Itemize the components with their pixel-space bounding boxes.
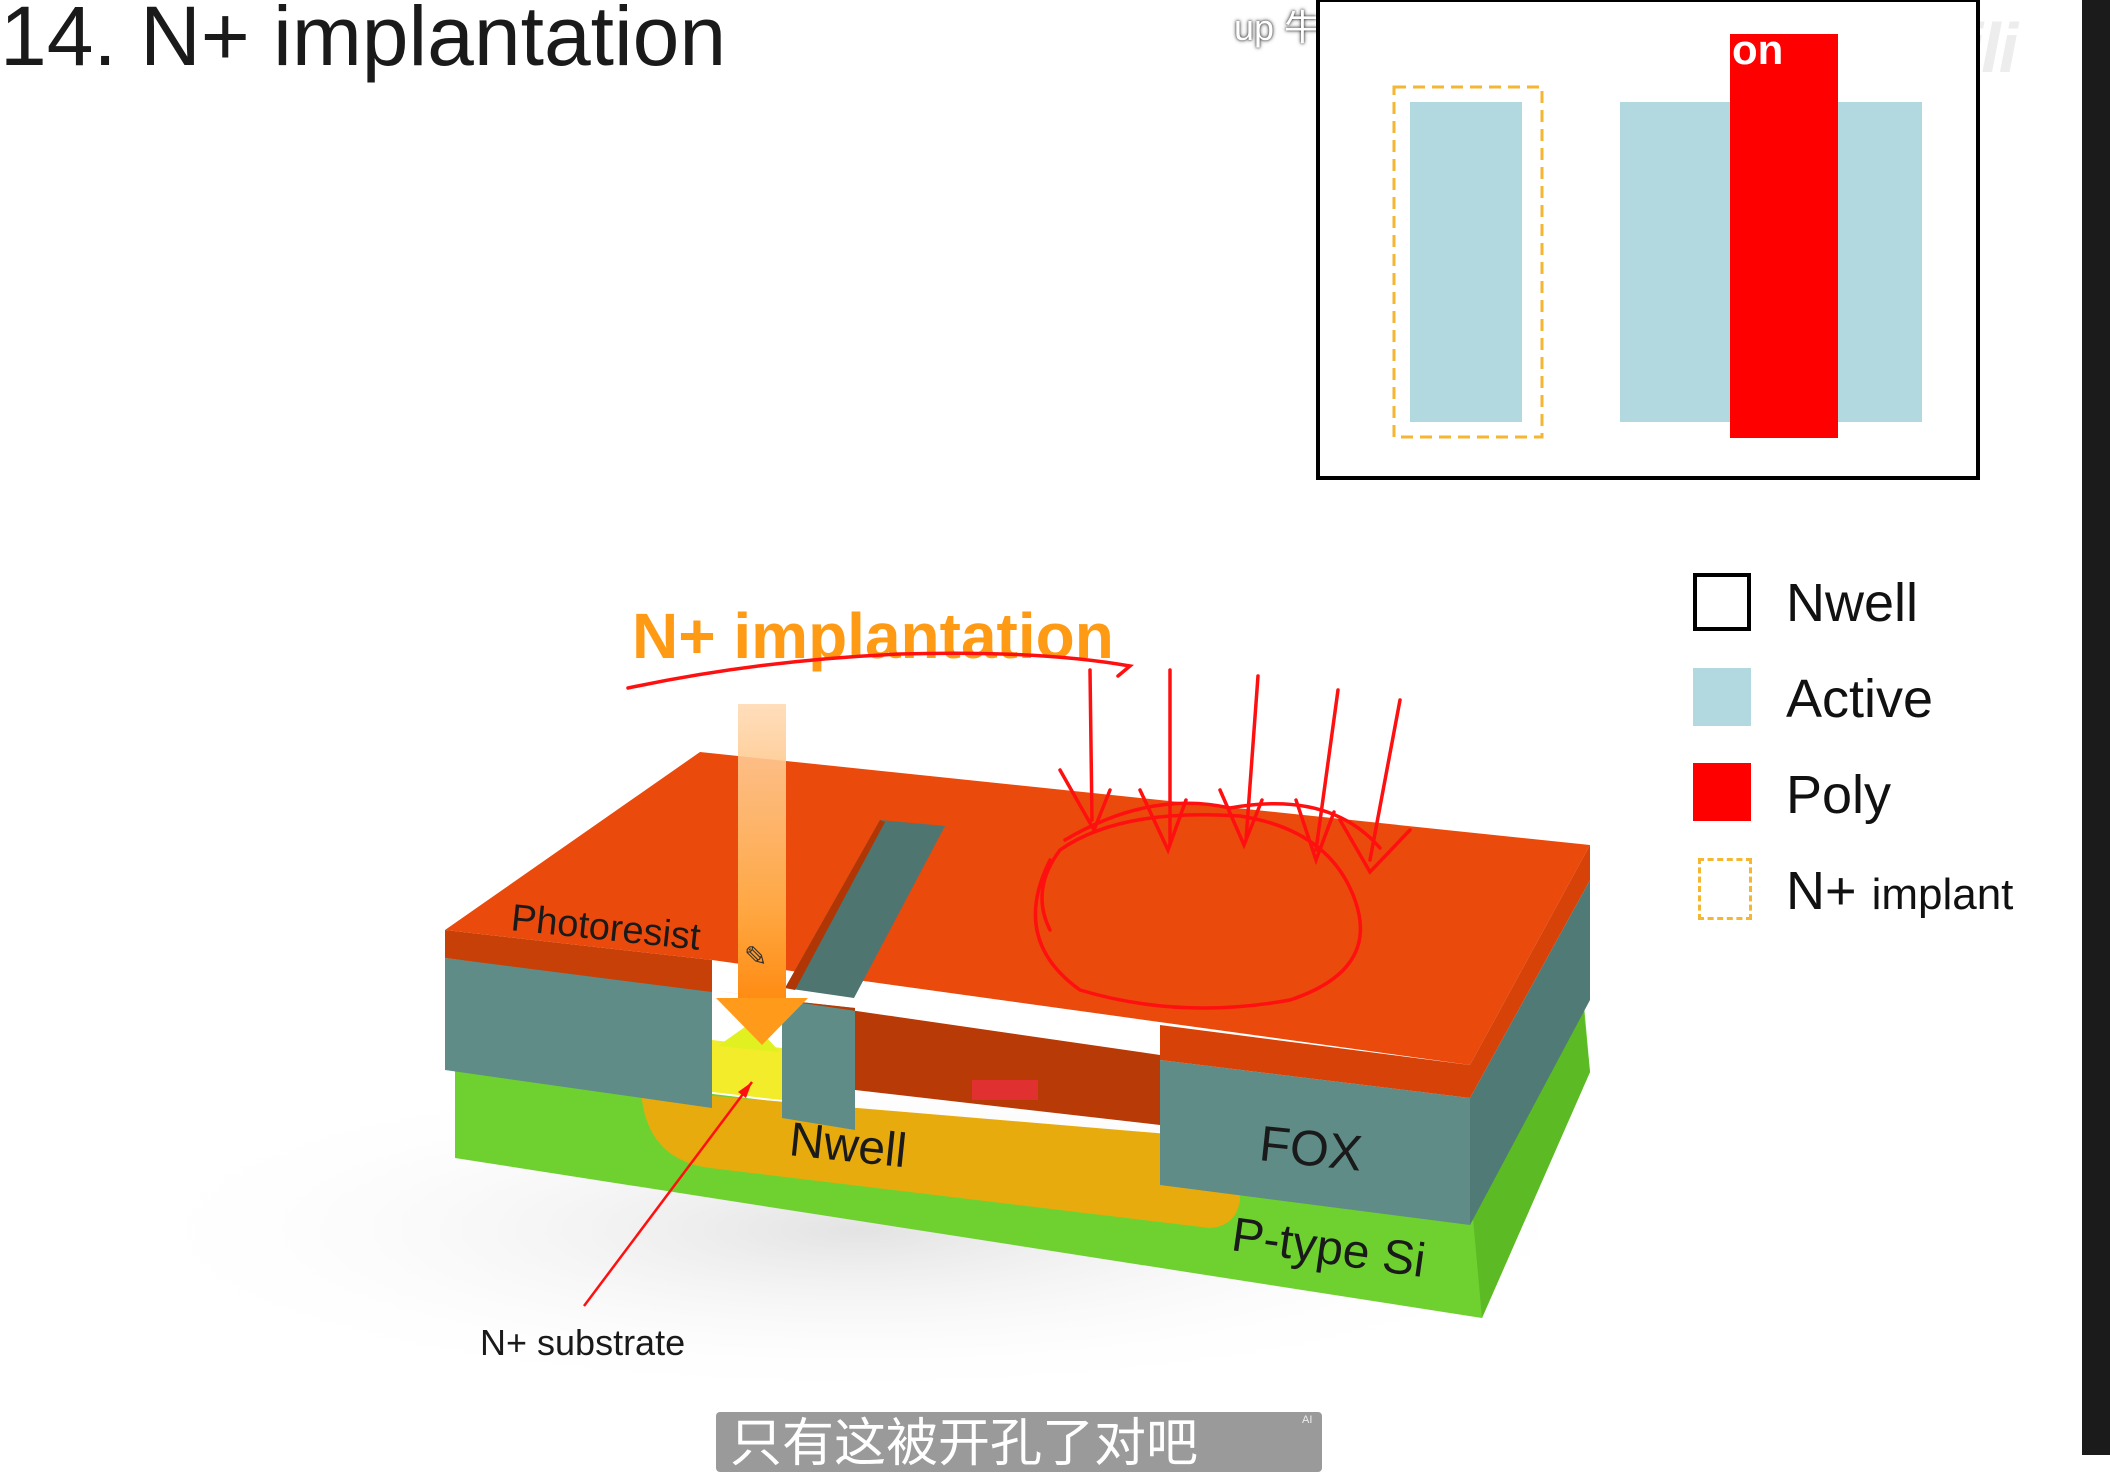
legend-swatch-nwell bbox=[1693, 573, 1751, 631]
legend-swatch-active bbox=[1693, 668, 1751, 726]
photoresist-top bbox=[445, 752, 1590, 1065]
cross-section-3d: N+ implantation Photoresist Nwell FOX P-… bbox=[100, 600, 1620, 1400]
photoresist-opening bbox=[785, 820, 945, 998]
video-frame-edge bbox=[2082, 0, 2110, 1455]
n-implant-region bbox=[1392, 85, 1544, 439]
n-plus-diffusion bbox=[712, 1040, 782, 1100]
layout-mask-view: on bbox=[1316, 0, 1980, 480]
fox-middle bbox=[782, 1000, 855, 1130]
legend-swatch-poly bbox=[1693, 763, 1751, 821]
hand-annotation-strokes bbox=[626, 651, 1412, 1010]
annotation-circle bbox=[1033, 812, 1363, 1010]
callout-label: N+ substrate bbox=[480, 1322, 685, 1363]
legend-label-poly: Poly bbox=[1786, 765, 1892, 825]
callout-arrowhead bbox=[738, 1082, 752, 1098]
slide-title: 14. N+ implantation bbox=[0, 0, 727, 83]
video-overlay-text: up 牛 bbox=[1234, 7, 1321, 48]
beam-label: N+ implantation bbox=[632, 600, 1114, 672]
ion-beam-arrowhead bbox=[716, 998, 808, 1045]
fox-right bbox=[1160, 1060, 1470, 1225]
callout-line bbox=[583, 1081, 753, 1307]
poly-gate-layout bbox=[1730, 34, 1838, 438]
photoresist-side-inner bbox=[712, 990, 1160, 1125]
pen-cursor-icon: ✎ bbox=[744, 941, 768, 972]
fox-left bbox=[445, 958, 712, 1108]
legend-label-n-implant: N+ implant bbox=[1786, 861, 2014, 921]
subtitle-text: 只有这被开孔了对吧 bbox=[730, 1415, 1199, 1473]
legend-label-active: Active bbox=[1786, 669, 1934, 729]
label-nwell: Nwell bbox=[787, 1113, 909, 1178]
active-region-left bbox=[1410, 102, 1522, 422]
nwell-region bbox=[642, 1090, 1240, 1228]
ion-beam-arrow bbox=[738, 704, 786, 1004]
annotation-underline bbox=[626, 651, 1135, 690]
ai-badge: AI bbox=[1302, 1414, 1313, 1426]
label-fox: FOX bbox=[1257, 1115, 1365, 1181]
legend-swatch-n-implant bbox=[1698, 858, 1752, 920]
corner-label: on bbox=[1732, 26, 1783, 73]
legend-label-nwell: Nwell bbox=[1786, 573, 1919, 633]
